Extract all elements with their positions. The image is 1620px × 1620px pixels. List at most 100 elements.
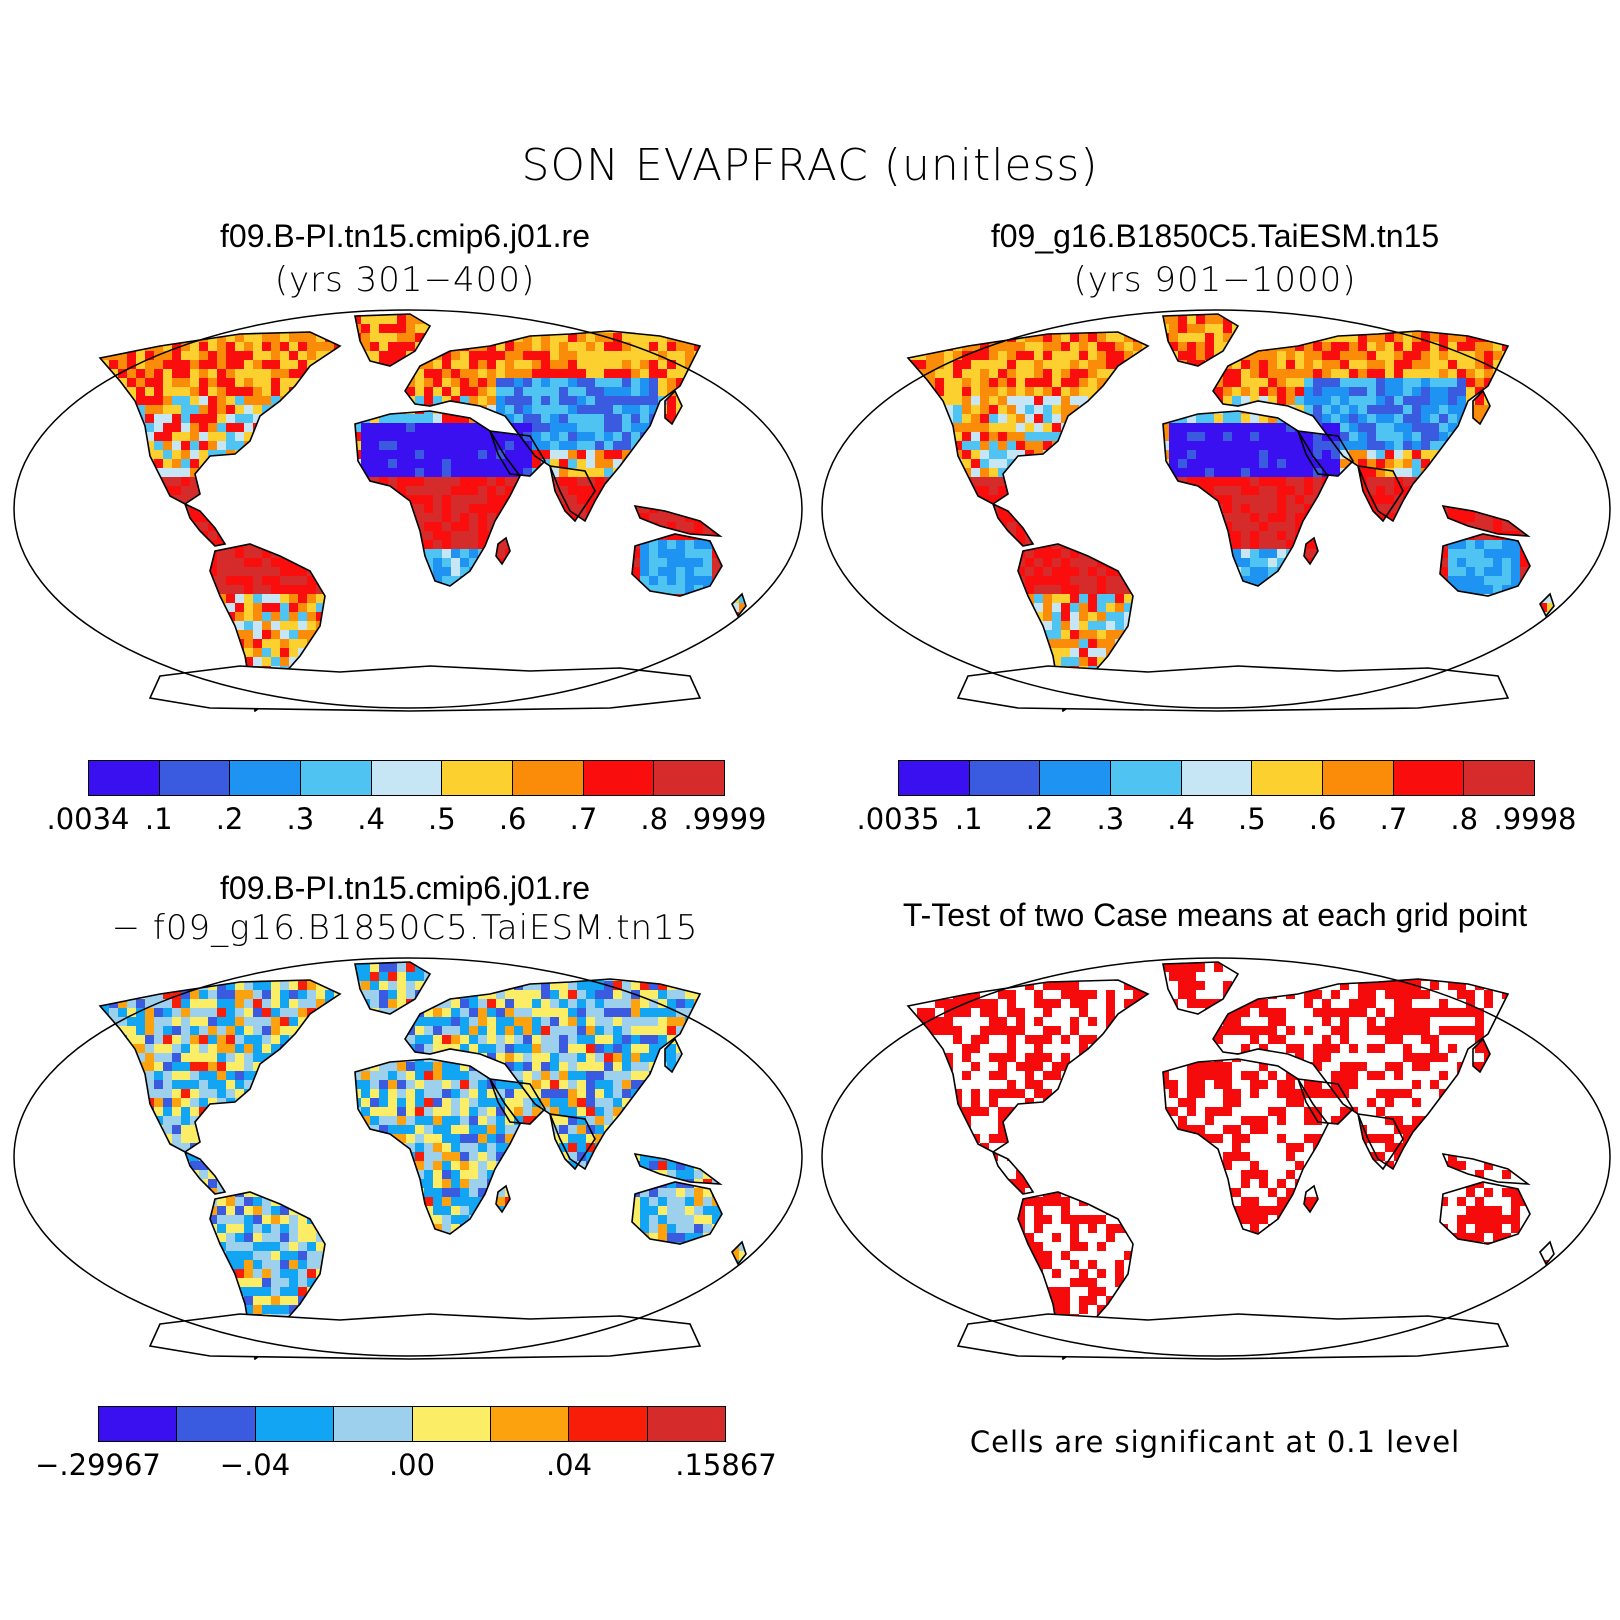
map-outline — [13, 309, 803, 709]
map-outline — [821, 957, 1611, 1357]
colorbar-swatch-3 — [334, 1407, 413, 1441]
colorbar-tick-label: .04 — [545, 1448, 593, 1482]
coastline-japan — [1472, 1037, 1491, 1074]
colorbar-swatch-7 — [1393, 761, 1465, 795]
coastline-india — [548, 1113, 596, 1171]
coastline-japan — [664, 389, 683, 426]
coastline-nz — [1539, 592, 1555, 618]
coastline-japan — [664, 1037, 683, 1074]
coastline-northAmerica — [98, 979, 342, 1153]
colorbar-tick-label: .8 — [640, 802, 669, 836]
colorbar-swatch-1 — [969, 761, 1041, 795]
colorbar-tick-label: .9998 — [1493, 802, 1577, 836]
colorbar-case1 — [88, 760, 725, 796]
colorbar-swatch-4 — [1181, 761, 1253, 795]
colorbar-swatch-7 — [647, 1407, 725, 1441]
map-case1 — [13, 309, 803, 712]
colorbar-tick-label: .4 — [357, 802, 385, 836]
colorbar-tick-label: .00 — [388, 1448, 436, 1482]
coastline-greenland — [354, 961, 432, 1015]
colorbar-tick-label: .4 — [1167, 802, 1195, 836]
panel1-subtitle: (yrs 301−400) — [274, 260, 536, 300]
colorbar-tick-label: .5 — [1238, 802, 1266, 836]
coastline-eurasia — [404, 330, 702, 523]
map-outline — [821, 309, 1611, 709]
coastline-india — [548, 465, 596, 523]
panel1-title: f09.B-PI.tn15.cmip6.j01.re — [220, 218, 590, 254]
panel3-title: f09.B-PI.tn15.cmip6.j01.re — [220, 870, 590, 906]
colorbar-tick-label: .7 — [1379, 802, 1408, 836]
coastline-arabia — [488, 1078, 547, 1125]
coastline-centralAm — [991, 502, 1035, 547]
colorbar-swatch-5 — [1252, 761, 1324, 795]
colorbar-tick-label: .6 — [498, 802, 527, 836]
colorbar-swatch-0 — [899, 761, 970, 795]
coastline-africa — [1162, 410, 1329, 587]
coastline-northAmerica — [906, 979, 1150, 1153]
map-outline — [13, 957, 803, 1357]
colorbar-tick-label: .3 — [286, 802, 315, 836]
coastline-africa — [354, 1058, 521, 1235]
colorbar-swatch-3 — [301, 761, 372, 795]
panel2-subtitle: (yrs 901−1000) — [1073, 260, 1357, 300]
coastline-nz — [731, 592, 747, 618]
colorbar-tick-label: −.29967 — [35, 1448, 161, 1482]
colorbar-swatch-7 — [583, 761, 655, 795]
colorbar-swatch-6 — [1323, 761, 1394, 795]
colorbar-swatch-2 — [230, 761, 302, 795]
coastline-india — [1356, 465, 1404, 523]
coastline-madagascar — [1303, 1184, 1319, 1214]
colorbar-tick-label: .3 — [1096, 802, 1125, 836]
coastline-indonesia — [633, 1152, 723, 1185]
coastline-australia — [1439, 533, 1531, 597]
colorbar-swatch-1 — [159, 761, 231, 795]
colorbar-swatch-1 — [177, 1407, 256, 1441]
colorbar-swatch-8 — [654, 761, 725, 795]
colorbar-swatch-0 — [99, 1407, 178, 1441]
colorbar-swatch-8 — [1464, 761, 1535, 795]
coastline-australia — [631, 1181, 723, 1245]
coastline-northAmerica — [906, 331, 1150, 505]
colorbar-tick-label: .2 — [1025, 802, 1054, 836]
colorbar-tick-label: .0034 — [46, 802, 130, 836]
colorbar-swatch-4 — [412, 1407, 491, 1441]
coastline-centralAm — [991, 1150, 1035, 1195]
coastline-indonesia — [1441, 1152, 1531, 1185]
coastline-greenland — [1162, 961, 1240, 1015]
coastline-australia — [631, 533, 723, 597]
coastline-australia — [1439, 1181, 1531, 1245]
coastline-arabia — [1296, 1078, 1355, 1125]
coastline-africa — [354, 410, 521, 587]
coastline-antarctica — [148, 665, 702, 712]
colorbar-tick-label: .15867 — [675, 1448, 777, 1482]
coastline-centralAm — [183, 502, 227, 547]
coastline-arabia — [1296, 430, 1355, 477]
coastline-antarctica — [956, 665, 1510, 712]
colorbar-tick-label: .1 — [144, 802, 173, 836]
coastline-nz — [731, 1240, 747, 1266]
coastline-centralAm — [183, 1150, 227, 1195]
coastline-greenland — [1162, 313, 1240, 367]
coastline-antarctica — [148, 1313, 702, 1360]
colorbar-tick-label: .6 — [1308, 802, 1337, 836]
colorbar-difference — [98, 1406, 726, 1442]
colorbar-swatch-3 — [1111, 761, 1182, 795]
colorbar-swatch-5 — [490, 1407, 570, 1441]
colorbar-tick-label: .9999 — [683, 802, 767, 836]
colorbar-tick-label: .2 — [215, 802, 244, 836]
coastline-antarctica — [956, 1313, 1510, 1360]
panel4-title: T-Test of two Case means at each grid po… — [902, 897, 1528, 933]
colorbar-swatch-2 — [1040, 761, 1112, 795]
colorbar-tick-label: .0035 — [856, 802, 940, 836]
coastline-eurasia — [404, 978, 702, 1171]
coastline-arabia — [488, 430, 547, 477]
map-difference — [13, 957, 803, 1360]
colorbar-swatch-0 — [89, 761, 160, 795]
coastline-greenland — [354, 313, 432, 367]
coastline-africa — [1162, 1058, 1329, 1235]
colorbar-tick-label: .1 — [954, 802, 983, 836]
colorbar-swatch-6 — [569, 1407, 648, 1441]
colorbar-swatch-4 — [371, 761, 443, 795]
coastline-northAmerica — [98, 331, 342, 505]
colorbar-swatch-6 — [513, 761, 584, 795]
